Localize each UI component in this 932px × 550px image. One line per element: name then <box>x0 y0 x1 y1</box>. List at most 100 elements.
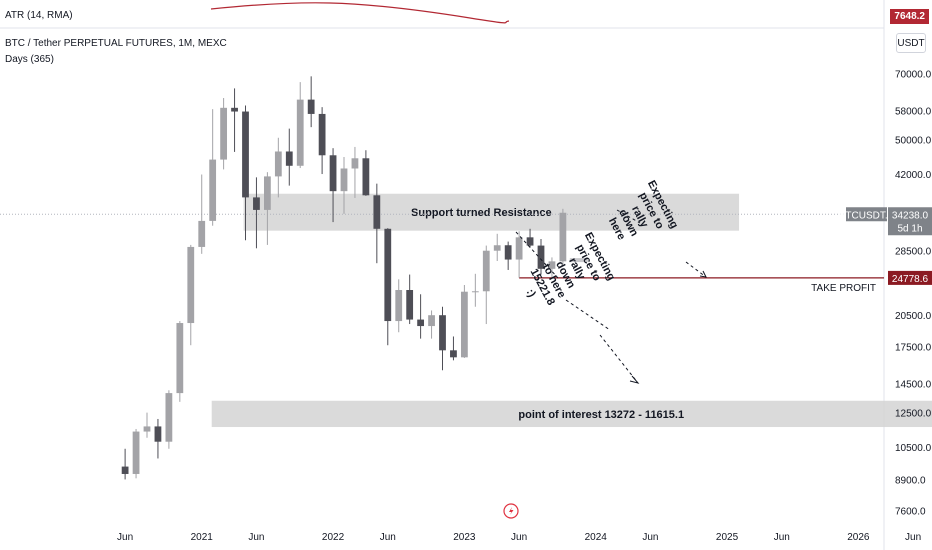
x-tick-label: Jun <box>248 532 264 543</box>
candle <box>296 82 304 169</box>
x-tick-label: Jun <box>774 532 790 543</box>
zone-box <box>211 400 932 428</box>
currency-unit-button[interactable]: USDT <box>896 33 926 53</box>
price-tag-value: 34238.0 <box>892 210 929 221</box>
candle-body <box>263 176 271 210</box>
x-tick-label: 2022 <box>322 532 345 543</box>
y-tick-label: 7600.0 <box>895 507 926 518</box>
candle <box>198 174 206 254</box>
x-tick-label: Jun <box>905 532 921 543</box>
candle-body <box>515 237 523 260</box>
take-profit-tag: 24778.6 <box>888 270 932 285</box>
flash-icon[interactable] <box>503 503 519 519</box>
candle <box>329 148 337 223</box>
candle-body <box>406 290 414 320</box>
candle <box>395 279 403 333</box>
candle <box>253 177 260 249</box>
candle <box>559 208 567 264</box>
y-tick-label: 50000.0 <box>895 136 932 147</box>
candle-body <box>132 431 140 474</box>
y-tick-label: 17500.0 <box>895 342 932 353</box>
candle-body <box>165 393 173 442</box>
candle <box>504 241 512 270</box>
candle-body <box>417 319 425 327</box>
y-tick-label: 42000.0 <box>895 170 932 181</box>
candle-body <box>176 323 184 394</box>
candle-body <box>154 426 162 442</box>
x-tick-label: 2026 <box>847 532 870 543</box>
candle-body <box>548 261 556 269</box>
candle <box>176 321 184 402</box>
candle <box>548 257 556 277</box>
candle-body <box>340 168 348 192</box>
flash-icon-bolt <box>509 507 514 515</box>
candle-body <box>428 315 435 327</box>
candle-body <box>198 220 206 247</box>
candle-body <box>373 195 381 229</box>
candle-body <box>253 197 260 210</box>
candle-body <box>439 315 446 351</box>
candle <box>340 156 348 214</box>
candle <box>450 336 457 361</box>
candle <box>439 306 446 371</box>
candle <box>428 310 435 339</box>
candle-body <box>351 158 359 169</box>
atr-indicator-title[interactable]: ATR (14, RMA) <box>5 10 73 21</box>
candle-body <box>307 99 315 114</box>
symbol-title[interactable]: BTC / Tether PERPETUAL FUTURES, 1M, MEXC <box>5 38 227 49</box>
candle <box>242 105 249 241</box>
x-tick-label: Jun <box>380 532 396 543</box>
x-tick-label: Jun <box>642 532 658 543</box>
annotation-line: :) <box>524 287 538 299</box>
candle-body <box>209 159 217 221</box>
candle <box>143 412 151 438</box>
dashed-arrow <box>599 334 639 384</box>
zone-label: Support turned Resistance <box>411 207 552 219</box>
candle-body <box>296 99 304 166</box>
candle <box>220 98 228 170</box>
dashed-arrow <box>515 231 559 279</box>
candle <box>318 107 326 175</box>
y-tick-label: 14500.0 <box>895 379 932 390</box>
candle-body <box>384 228 392 322</box>
candle-body <box>121 466 129 474</box>
candle-body <box>526 237 534 246</box>
candle-body <box>471 291 479 293</box>
candle-body <box>231 107 238 112</box>
price-tag-countdown: 5d 1h <box>897 223 922 234</box>
candle-body <box>460 291 468 358</box>
candle <box>526 228 534 248</box>
candle-body <box>285 151 293 166</box>
y-tick-label: 58000.0 <box>895 107 932 118</box>
candle <box>307 76 315 128</box>
price-tag-bg <box>888 207 932 236</box>
y-tick-label: 70000.0 <box>895 70 932 81</box>
candle <box>121 448 129 480</box>
candle <box>351 146 359 198</box>
take-profit-tag-value: 24778.6 <box>892 274 929 285</box>
candle <box>274 137 282 198</box>
candle <box>460 285 468 358</box>
candle-body <box>504 245 512 260</box>
candle <box>285 128 293 186</box>
candle <box>154 418 162 459</box>
candle <box>263 172 271 245</box>
candle <box>231 88 238 152</box>
x-tick-label: Jun <box>511 532 527 543</box>
candle-body <box>329 155 337 192</box>
y-tick-label: 8900.0 <box>895 475 926 486</box>
x-tick-label: 2025 <box>716 532 739 543</box>
x-tick-label: Jun <box>117 532 133 543</box>
flash-icon-ring <box>503 503 519 519</box>
take-profit-tag-bg <box>888 270 932 285</box>
candle-body <box>187 246 195 324</box>
candle-body <box>362 158 370 196</box>
indicator-title[interactable]: Days (365) <box>5 54 54 65</box>
candle-body <box>450 350 457 358</box>
candle <box>515 231 523 278</box>
dashed-arrow <box>565 299 611 331</box>
candle <box>373 183 381 264</box>
candle <box>471 273 479 307</box>
candle <box>187 244 195 346</box>
